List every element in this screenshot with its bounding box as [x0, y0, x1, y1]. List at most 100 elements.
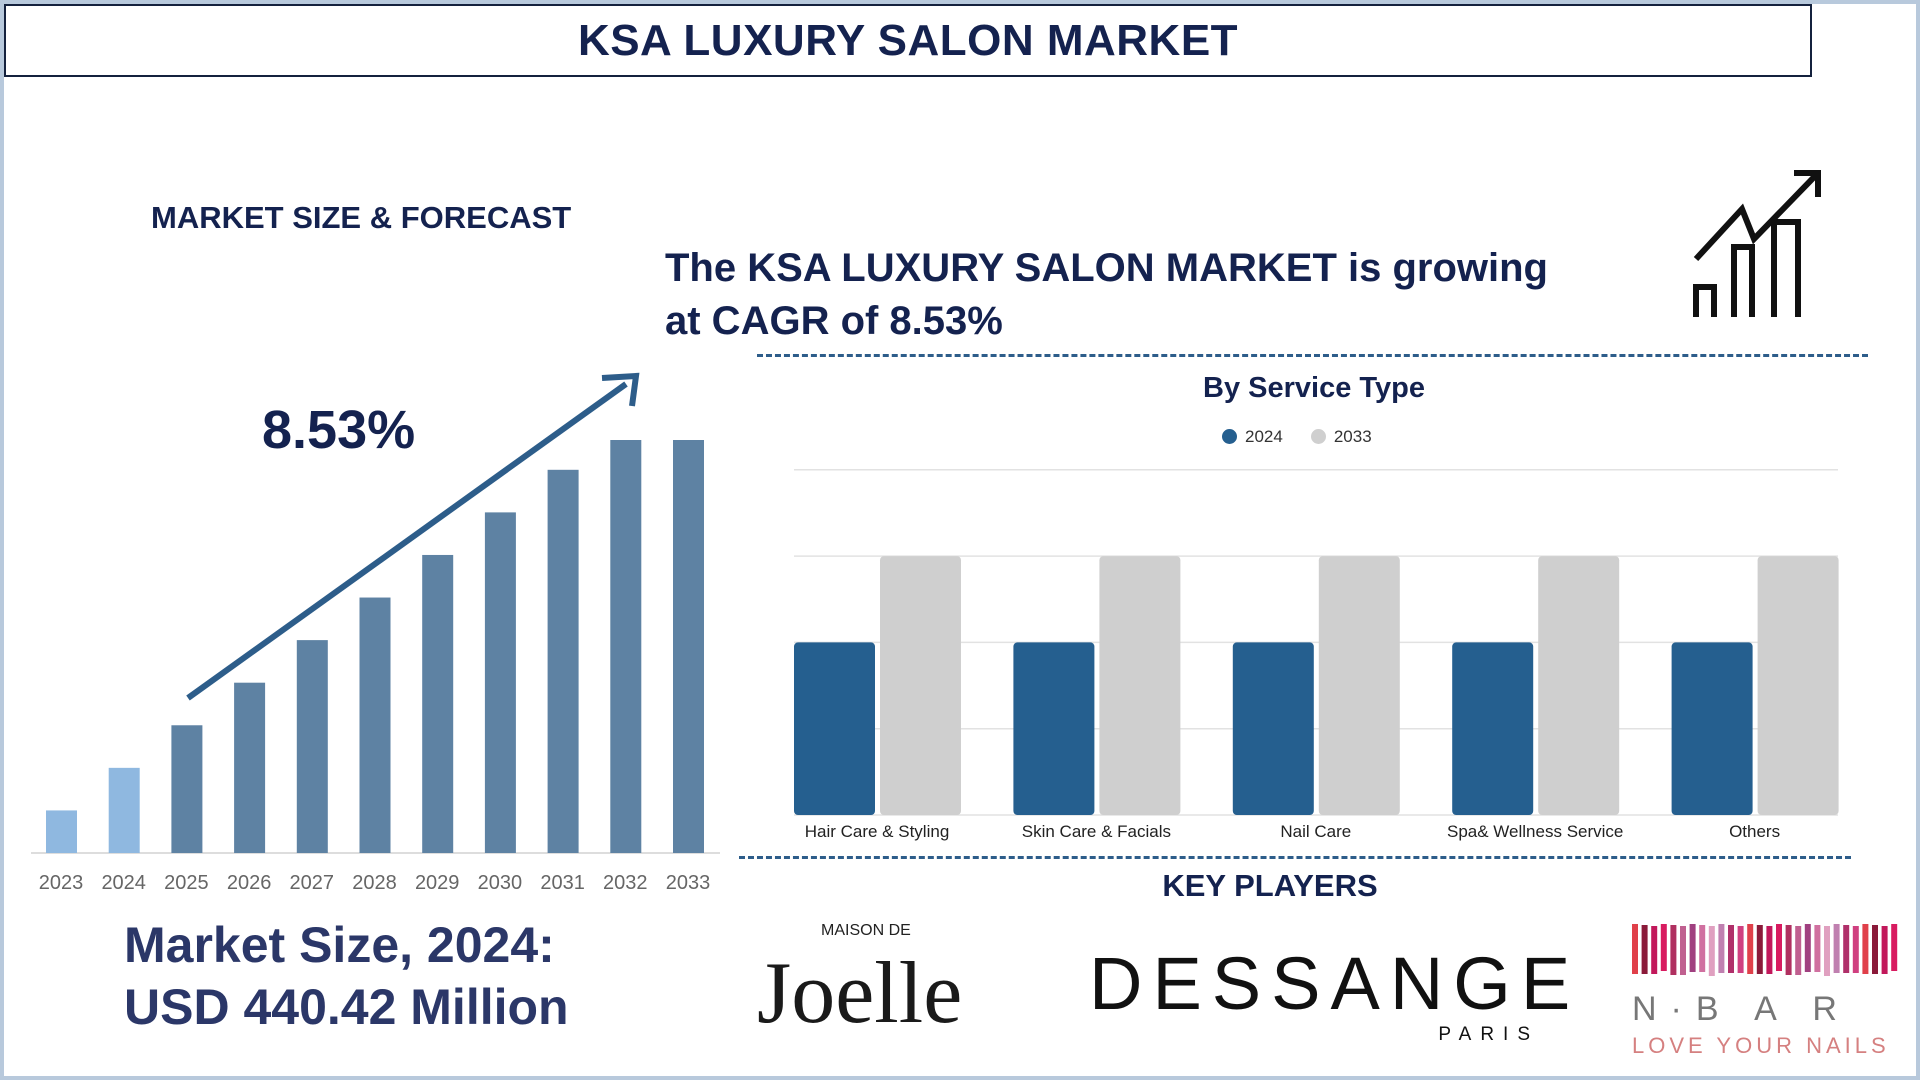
- stripe: [1776, 924, 1782, 971]
- bar-2026: [234, 682, 266, 853]
- bar-2030: [484, 512, 516, 853]
- year-label: 2024: [101, 872, 146, 894]
- divider-top: [757, 354, 1868, 357]
- growth-arrow: [186, 381, 628, 701]
- year-label: 2023: [38, 872, 84, 894]
- headline-line1: The KSA LUXURY SALON MARKET is growing: [665, 246, 1548, 290]
- year-label: 2032: [603, 872, 648, 894]
- logo-joelle-main: Joelle: [757, 946, 962, 1042]
- category-label: Spa& Wellness Service: [1447, 822, 1624, 841]
- market-size-value: USD 440.42 Million: [124, 979, 569, 1035]
- year-label: 2030: [477, 872, 523, 894]
- category-label: Hair Care & Styling: [804, 822, 950, 841]
- stripe: [1632, 924, 1638, 974]
- stripe: [1814, 925, 1821, 972]
- year-label: 2029: [414, 872, 460, 894]
- stripe: [1785, 925, 1792, 975]
- category-label: Nail Care: [1280, 822, 1352, 841]
- stripe: [1670, 925, 1677, 975]
- legend-dot-2024: [1222, 429, 1237, 444]
- growth-arrow-head: [601, 372, 640, 407]
- stripe: [1804, 924, 1811, 972]
- stripe: [1747, 924, 1754, 974]
- stripe: [1766, 926, 1773, 974]
- section-title: MARKET SIZE & FORECAST: [151, 200, 572, 235]
- stripe: [1881, 926, 1888, 974]
- legend-label-2033: 2033: [1333, 427, 1372, 446]
- market-size: Market Size, 2024: USD 440.42 Million: [124, 914, 569, 1038]
- divider-bottom: [739, 856, 1851, 859]
- year-label: 2033: [665, 872, 711, 894]
- year-label: 2028: [352, 872, 397, 894]
- stripe: [1718, 924, 1725, 973]
- logo-dessange-main: DESSANGE: [1089, 942, 1581, 1025]
- year-label: 2027: [289, 872, 335, 894]
- bar-2024-4: [1671, 642, 1753, 815]
- market-size-label: Market Size, 2024:: [124, 917, 555, 973]
- category-label: Others: [1729, 822, 1781, 841]
- bar-2033-1: [1099, 556, 1181, 815]
- stripe: [1641, 925, 1648, 974]
- key-players-title: KEY PLAYERS: [1162, 868, 1378, 903]
- bar-2033-2: [1318, 556, 1400, 815]
- year-label: 2026: [226, 872, 272, 894]
- headline-line2: at CAGR of 8.53%: [665, 299, 1003, 343]
- bar-2024-3: [1452, 642, 1534, 815]
- bar-2029: [422, 554, 454, 853]
- bar-2033: [673, 440, 704, 853]
- cagr-headline: The KSA LUXURY SALON MARKET is growing a…: [665, 242, 1548, 348]
- bar-2033-0: [880, 556, 961, 815]
- stripe: [1833, 924, 1840, 973]
- bar-2033-4: [1757, 556, 1839, 815]
- stripe: [1737, 926, 1744, 973]
- legend: 2024 2033: [1222, 427, 1372, 447]
- bar-2024: [108, 767, 140, 853]
- category-label: Skin Care & Facials: [1021, 822, 1172, 841]
- bar-2024-2: [1232, 642, 1314, 815]
- year-label: 2031: [540, 872, 585, 894]
- logo-nbar-main: N·B A R: [1632, 990, 1851, 1028]
- bar-2024-1: [1013, 642, 1095, 815]
- title-box: KSA LUXURY SALON MARKET: [4, 4, 1812, 77]
- logo-dessange-sub: PARIS: [1438, 1024, 1539, 1045]
- stripe: [1862, 924, 1869, 974]
- stripe: [1660, 924, 1667, 971]
- bar-2027: [296, 640, 328, 853]
- stripe: [1728, 925, 1734, 973]
- cagr-annotation: 8.53%: [262, 400, 416, 460]
- market-forecast-chart: [31, 372, 720, 854]
- stripe: [1699, 925, 1706, 972]
- logo-dessange: DESSANGE PARIS: [1089, 944, 1579, 1046]
- service-chart-title: By Service Type: [1203, 372, 1425, 404]
- growth-chart-icon: [1693, 170, 1821, 317]
- bar-2032: [610, 440, 642, 853]
- bar-2024-0: [794, 642, 875, 815]
- legend-label-2024: 2024: [1245, 427, 1283, 446]
- legend-dot-2033: [1310, 429, 1326, 444]
- stripe: [1756, 925, 1763, 974]
- service-type-chart: [794, 469, 1839, 816]
- bar-2033-3: [1538, 556, 1620, 815]
- bar-2025: [171, 725, 203, 853]
- stripe: [1680, 926, 1686, 975]
- stripe: [1852, 926, 1859, 973]
- nbar-stripes-graphic: [1632, 924, 1898, 976]
- legend-2033: 2033: [1310, 427, 1372, 447]
- bar-2023: [46, 810, 77, 853]
- logo-nbar: N·B A R LOVE YOUR NAILS: [1632, 922, 1904, 1059]
- logo-joelle-top: MAISON DE: [821, 922, 911, 939]
- stripe: [1891, 924, 1898, 971]
- stripe: [1795, 926, 1802, 975]
- logo-joelle-text: Joelle: [757, 945, 963, 1042]
- stripe: [1824, 926, 1830, 976]
- stripe: [1708, 926, 1715, 976]
- logo-maison-de-joelle: MAISON DE Joelle: [757, 922, 1022, 1047]
- bar-2031: [547, 469, 579, 853]
- page-title: KSA LUXURY SALON MARKET: [577, 15, 1239, 65]
- logo-nbar-sub: LOVE YOUR NAILS: [1632, 1033, 1890, 1058]
- legend-2024: 2024: [1222, 427, 1283, 447]
- stripe: [1872, 925, 1878, 974]
- year-label: 2025: [164, 872, 209, 894]
- stripe: [1689, 924, 1696, 972]
- bar-2028: [359, 597, 391, 853]
